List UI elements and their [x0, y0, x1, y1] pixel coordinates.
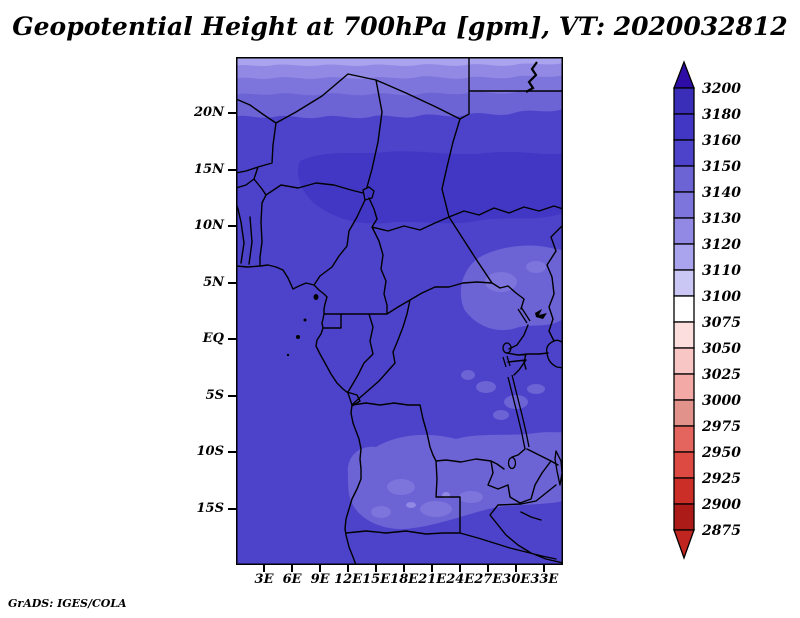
colorbar-segment	[673, 191, 695, 219]
colorbar-label: 3160	[702, 133, 741, 149]
x-tick-label: 24E	[446, 572, 475, 587]
colorbar-label: 3120	[702, 237, 741, 253]
map-plot	[236, 57, 563, 565]
y-tick-mark	[228, 338, 236, 341]
colorbar-label: 3140	[702, 185, 741, 201]
x-tick-mark	[431, 565, 434, 572]
colorbar-segment	[673, 269, 695, 297]
field-band-3160-3180	[297, 151, 563, 224]
x-tick-mark	[291, 565, 294, 572]
colorbar-segment	[673, 243, 695, 271]
gulf-islands	[286, 294, 319, 357]
x-tick-label: 6E	[282, 572, 302, 587]
colorbar-segment	[673, 87, 695, 115]
field-spot	[526, 261, 546, 273]
colorbar-label: 2950	[701, 445, 741, 461]
x-tick-label: 3E	[254, 572, 274, 587]
colorbar-segment	[673, 477, 695, 505]
field-specks	[461, 370, 545, 420]
colorbar-label: 3075	[702, 315, 741, 331]
lake-mweru	[507, 456, 517, 470]
grads-credit: GrADS: IGES/COLA	[8, 597, 127, 610]
colorbar-segment	[673, 373, 695, 401]
colorbar-segment	[673, 503, 695, 531]
colorbar-label: 3050	[702, 341, 741, 357]
colorbar-segment	[673, 295, 695, 323]
colorbar-label: 3130	[702, 211, 741, 227]
lakes	[362, 186, 563, 486]
y-tick-mark	[228, 507, 236, 510]
colorbar-label: 3025	[702, 367, 741, 383]
x-tick-label: 18E	[390, 572, 419, 587]
x-tick-mark	[319, 565, 322, 572]
colorbar-segment	[673, 217, 695, 245]
nile-lake-nasser	[525, 61, 538, 93]
lake-edward	[502, 342, 512, 354]
colorbar-segment	[673, 425, 695, 453]
y-tick-mark	[228, 451, 236, 454]
y-tick-label: 10S	[196, 444, 224, 460]
colorbar-label: 3110	[702, 263, 741, 279]
x-tick-label: 15E	[362, 572, 391, 587]
x-tick-mark	[487, 565, 490, 572]
y-tick-mark	[228, 281, 236, 284]
x-tick-mark	[375, 565, 378, 572]
x-tick-label: 27E	[474, 572, 503, 587]
colorbar-label: 3000	[702, 393, 741, 409]
colorbar-label: 2875	[701, 523, 741, 539]
country-borders	[236, 57, 563, 565]
y-tick-mark	[228, 225, 236, 228]
x-tick-label: 21E	[418, 572, 447, 587]
lake-kyoga	[535, 309, 547, 319]
colorbar-segment	[673, 165, 695, 193]
y-tick-mark	[228, 394, 236, 397]
x-tick-label: 9E	[310, 572, 330, 587]
x-tick-label: 33E	[530, 572, 559, 587]
colorbar-label: 2900	[701, 497, 741, 513]
colorbar-label: 3150	[702, 159, 741, 175]
y-tick-label: 15S	[196, 500, 224, 516]
map-frame	[236, 57, 563, 565]
y-tick-mark	[228, 168, 236, 171]
colorbar-label: 3100	[702, 289, 741, 305]
y-tick-mark	[228, 112, 236, 115]
x-tick-label: 12E	[334, 572, 363, 587]
field-inner-spots	[371, 479, 483, 518]
colorbar-label: 3200	[702, 81, 741, 97]
y-tick-label: EQ	[202, 331, 224, 347]
y-tick-label: 5S	[205, 387, 224, 403]
colorbar-segment	[673, 399, 695, 427]
colorbar-arrow-up	[673, 60, 695, 89]
x-tick-mark	[515, 565, 518, 572]
colorbar-segment	[673, 321, 695, 349]
y-tick-label: 20N	[194, 105, 224, 121]
colorbar-segment	[673, 139, 695, 167]
y-tick-label: 5N	[203, 274, 224, 290]
colorbar-arrow-down	[673, 529, 695, 560]
colorbar-label: 2975	[701, 419, 741, 435]
y-tick-label: 10N	[194, 218, 224, 234]
x-tick-mark	[403, 565, 406, 572]
plot-title: Geopotential Height at 700hPa [gpm], VT:…	[12, 12, 788, 41]
colorbar: 3200 3180 3160 3150 3140 3130 3120 3110 3100 3075…	[673, 60, 741, 560]
colorbar-segment	[673, 113, 695, 141]
colorbar-segment	[673, 347, 695, 375]
x-tick-mark	[459, 565, 462, 572]
y-tick-label: 15N	[194, 161, 224, 177]
field-band-3110-3120	[236, 57, 563, 66]
x-tick-mark	[263, 565, 266, 572]
x-tick-mark	[347, 565, 350, 572]
x-tick-label: 30E	[502, 572, 531, 587]
colorbar-label: 2925	[701, 471, 741, 487]
colorbar-label: 3180	[702, 107, 741, 123]
colorbar-segment	[673, 451, 695, 479]
x-tick-mark	[543, 565, 546, 572]
